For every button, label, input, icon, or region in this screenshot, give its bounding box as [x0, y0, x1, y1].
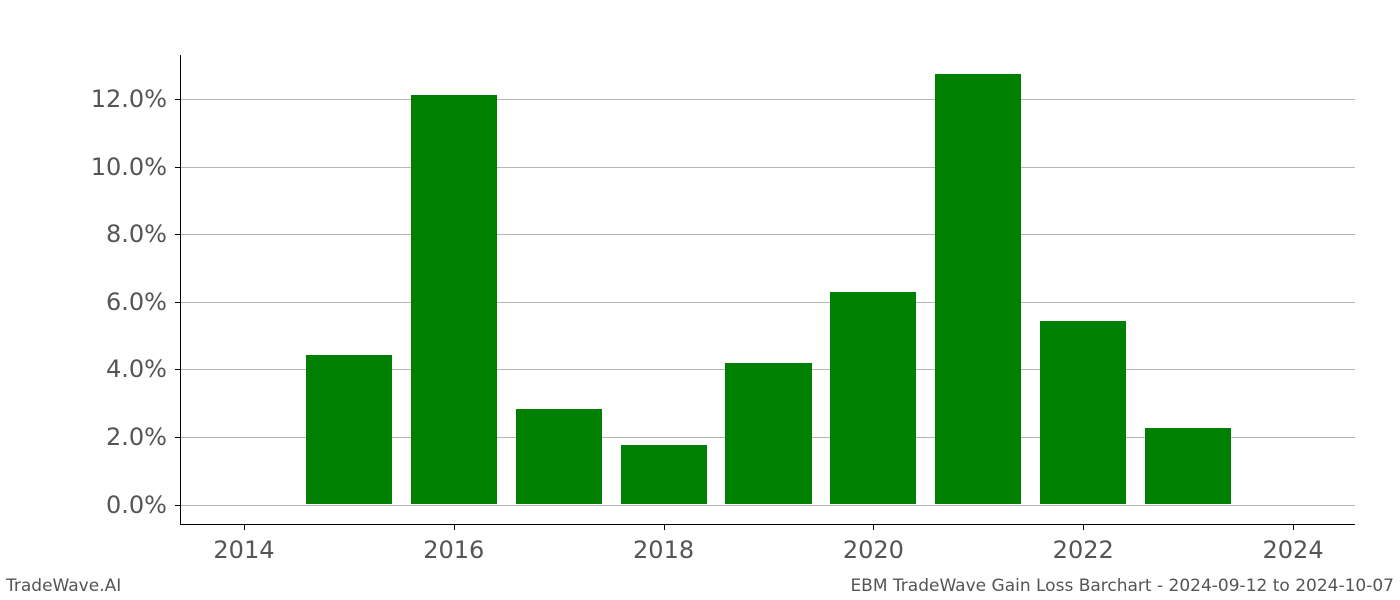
- bar: [1040, 321, 1126, 504]
- plot-area: 0.0%2.0%4.0%6.0%8.0%10.0%12.0%2014201620…: [180, 55, 1355, 525]
- bar-chart: 0.0%2.0%4.0%6.0%8.0%10.0%12.0%2014201620…: [180, 55, 1355, 525]
- bar: [830, 292, 916, 503]
- gridline: [181, 99, 1355, 100]
- ytick-mark: [175, 505, 181, 506]
- xtick-mark: [244, 524, 245, 530]
- gridline: [181, 234, 1355, 235]
- xtick-label: 2016: [423, 536, 484, 564]
- ytick-mark: [175, 302, 181, 303]
- footer-right-text: EBM TradeWave Gain Loss Barchart - 2024-…: [850, 576, 1394, 596]
- gridline: [181, 167, 1355, 168]
- footer-left-text: TradeWave.AI: [6, 576, 121, 596]
- bar: [1145, 428, 1231, 504]
- xtick-mark: [454, 524, 455, 530]
- bar: [935, 74, 1021, 503]
- ytick-label: 10.0%: [91, 153, 167, 181]
- bar: [306, 355, 392, 504]
- gridline: [181, 302, 1355, 303]
- bar: [516, 409, 602, 504]
- bar: [725, 363, 811, 503]
- ytick-label: 6.0%: [106, 288, 167, 316]
- xtick-mark: [873, 524, 874, 530]
- bar: [411, 95, 497, 504]
- gridline: [181, 505, 1355, 506]
- ytick-label: 0.0%: [106, 491, 167, 519]
- xtick-mark: [1293, 524, 1294, 530]
- xtick-label: 2020: [843, 536, 904, 564]
- xtick-label: 2018: [633, 536, 694, 564]
- xtick-label: 2022: [1053, 536, 1114, 564]
- xtick-mark: [664, 524, 665, 530]
- ytick-mark: [175, 99, 181, 100]
- xtick-label: 2024: [1263, 536, 1324, 564]
- xtick-mark: [1083, 524, 1084, 530]
- ytick-mark: [175, 234, 181, 235]
- ytick-mark: [175, 437, 181, 438]
- ytick-mark: [175, 167, 181, 168]
- ytick-label: 4.0%: [106, 355, 167, 383]
- ytick-label: 12.0%: [91, 85, 167, 113]
- ytick-mark: [175, 369, 181, 370]
- ytick-label: 2.0%: [106, 423, 167, 451]
- xtick-label: 2014: [213, 536, 274, 564]
- bar: [621, 445, 707, 504]
- ytick-label: 8.0%: [106, 220, 167, 248]
